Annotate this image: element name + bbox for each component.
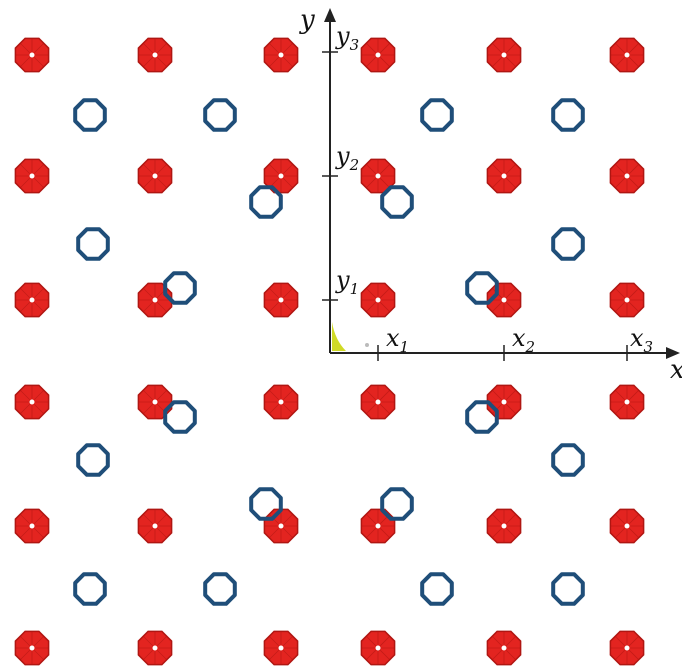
open-marker xyxy=(249,487,283,521)
filled-marker xyxy=(360,384,396,420)
filled-marker xyxy=(609,630,645,666)
y-axis-arrowhead xyxy=(324,8,336,22)
open-marker xyxy=(380,185,414,219)
filled-marker xyxy=(360,282,396,318)
y-tick-label-3: y3 xyxy=(335,22,359,54)
open-marker xyxy=(203,572,237,606)
open-marker xyxy=(465,271,499,305)
filled-marker xyxy=(263,282,299,318)
open-marker xyxy=(551,443,585,477)
filled-marker xyxy=(360,508,396,544)
open-marker xyxy=(420,572,454,606)
filled-marker xyxy=(14,508,50,544)
open-marker xyxy=(163,400,197,434)
filled-marker xyxy=(263,158,299,194)
x-axis-arrowhead xyxy=(666,347,680,359)
filled-marker xyxy=(486,508,522,544)
filled-marker xyxy=(14,282,50,318)
open-marker xyxy=(73,98,107,132)
open-marker xyxy=(420,98,454,132)
x-tick-label-1: x1 xyxy=(386,324,409,356)
filled-marker xyxy=(486,158,522,194)
filled-marker xyxy=(137,630,173,666)
filled-marker xyxy=(360,630,396,666)
filled-marker xyxy=(609,384,645,420)
open-marker xyxy=(465,400,499,434)
open-marker xyxy=(551,572,585,606)
filled-marker xyxy=(609,508,645,544)
filled-marker xyxy=(263,630,299,666)
filled-marker xyxy=(137,508,173,544)
filled-marker xyxy=(137,158,173,194)
open-marker xyxy=(249,185,283,219)
open-marker xyxy=(203,98,237,132)
origin-dot xyxy=(365,343,369,347)
filled-marker xyxy=(14,384,50,420)
open-marker-layer xyxy=(73,98,585,606)
filled-marker xyxy=(263,508,299,544)
open-marker xyxy=(73,572,107,606)
filled-marker xyxy=(14,37,50,73)
x-axis-label: x xyxy=(670,355,682,385)
filled-marker xyxy=(263,384,299,420)
open-marker xyxy=(163,271,197,305)
y-tick-label-1: y1 xyxy=(335,266,359,298)
filled-marker xyxy=(486,630,522,666)
filled-marker-layer xyxy=(14,37,645,666)
y-tick-label-2: y2 xyxy=(335,142,359,174)
filled-marker xyxy=(14,630,50,666)
filled-marker xyxy=(486,37,522,73)
open-marker xyxy=(551,98,585,132)
filled-marker xyxy=(360,37,396,73)
filled-marker xyxy=(609,158,645,194)
filled-marker xyxy=(14,158,50,194)
coordinate-axes: y x x1 x2 x3 y1 y2 y3 xyxy=(299,5,682,385)
open-marker xyxy=(76,443,110,477)
filled-marker xyxy=(263,37,299,73)
x-tick-label-2: x2 xyxy=(512,324,535,356)
open-marker xyxy=(76,227,110,261)
open-marker xyxy=(551,227,585,261)
filled-marker xyxy=(609,37,645,73)
origin-mark xyxy=(332,322,346,351)
open-marker xyxy=(380,487,414,521)
filled-marker xyxy=(137,37,173,73)
filled-marker xyxy=(609,282,645,318)
y-axis-label: y xyxy=(299,5,315,35)
filled-marker xyxy=(360,158,396,194)
filled-marker xyxy=(486,384,522,420)
x-tick-label-3: x3 xyxy=(630,324,653,356)
